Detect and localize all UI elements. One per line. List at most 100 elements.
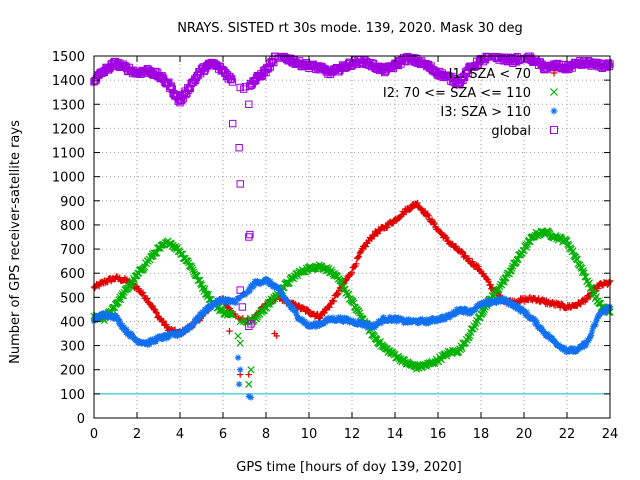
y-tick-label: 600 — [60, 267, 85, 282]
data-point — [160, 317, 167, 325]
y-tick-label: 1100 — [52, 147, 85, 162]
x-tick-label: 14 — [387, 427, 404, 442]
data-point — [236, 286, 244, 294]
data-point — [592, 321, 599, 329]
y-tick-label: 100 — [60, 388, 85, 403]
data-point — [212, 300, 220, 308]
data-point — [533, 319, 541, 327]
data-point — [443, 234, 450, 242]
data-point — [348, 269, 356, 276]
data-point — [425, 212, 432, 219]
legend-label: global — [491, 124, 531, 139]
data-point — [475, 263, 482, 270]
data-point — [143, 339, 150, 346]
data-point — [364, 320, 371, 327]
data-point — [376, 227, 383, 234]
data-point — [586, 335, 593, 343]
data-point — [309, 323, 316, 330]
data-point — [326, 304, 333, 311]
data-point — [566, 348, 573, 355]
data-point — [95, 283, 103, 290]
data-point — [249, 283, 257, 291]
x-tick-label: 22 — [559, 427, 576, 442]
data-point — [593, 317, 600, 325]
data-point — [407, 205, 414, 213]
data-point — [605, 62, 613, 71]
data-point — [327, 300, 334, 308]
data-point — [108, 312, 115, 319]
x-tick-label: 12 — [344, 427, 361, 442]
data-point — [139, 289, 147, 296]
data-point — [568, 345, 576, 352]
data-point — [579, 267, 587, 275]
data-point — [523, 308, 530, 316]
data-point — [482, 301, 490, 308]
data-point — [101, 309, 109, 317]
legend-label: I1: SZA < 70 — [449, 67, 531, 82]
chart-title: NRAYS. SISTED rt 30s mode. 139, 2020. Ma… — [177, 21, 523, 36]
data-point — [517, 308, 524, 315]
data-point — [602, 308, 609, 315]
data-point — [329, 314, 337, 321]
data-point — [295, 302, 302, 309]
data-point — [144, 295, 151, 302]
data-point — [264, 65, 272, 73]
data-point — [452, 243, 460, 250]
data-layer — [90, 52, 614, 401]
data-point — [587, 332, 595, 339]
data-point — [250, 281, 258, 289]
data-point — [595, 313, 603, 320]
data-point — [116, 317, 123, 325]
data-point — [188, 264, 196, 272]
data-point — [402, 208, 410, 216]
legend-label: I2: 70 <= SZA <= 110 — [383, 86, 531, 101]
data-point — [357, 248, 364, 256]
data-point — [415, 319, 423, 327]
data-point — [324, 317, 332, 325]
data-point — [275, 285, 283, 292]
data-point — [247, 366, 255, 374]
data-point — [258, 72, 266, 81]
data-point — [227, 75, 235, 84]
y-tick-label: 1300 — [52, 98, 85, 113]
y-tick-label: 500 — [60, 291, 85, 306]
data-point — [202, 308, 209, 315]
data-point — [479, 307, 488, 315]
x-tick-label: 8 — [262, 427, 270, 442]
data-point — [267, 278, 274, 285]
y-tick-label: 1200 — [52, 122, 85, 137]
data-point — [235, 144, 243, 152]
y-tick-label: 300 — [60, 340, 85, 355]
data-point — [226, 327, 233, 335]
data-point — [194, 317, 201, 324]
data-point — [286, 300, 293, 308]
data-point — [400, 356, 409, 364]
data-point — [550, 88, 558, 96]
series-global — [90, 52, 614, 330]
data-point — [144, 338, 152, 345]
data-point — [261, 278, 268, 286]
data-point — [96, 314, 104, 321]
y-tick-label: 800 — [60, 219, 85, 234]
data-point — [245, 393, 252, 400]
data-point — [184, 326, 191, 334]
data-point — [123, 326, 130, 333]
data-point — [550, 126, 558, 134]
data-point — [458, 248, 466, 255]
data-point — [366, 321, 374, 328]
data-point — [334, 291, 341, 299]
x-tick-label: 2 — [133, 427, 141, 442]
data-point — [390, 219, 397, 227]
y-tick-label: 1400 — [52, 74, 85, 89]
data-point — [558, 300, 566, 307]
data-point — [236, 295, 243, 302]
data-point — [588, 328, 596, 336]
data-point — [246, 287, 253, 295]
data-point — [190, 320, 197, 328]
data-point — [321, 309, 328, 317]
data-point — [442, 352, 451, 360]
data-point — [378, 319, 385, 327]
data-point — [472, 305, 480, 312]
data-point — [293, 312, 301, 319]
legend-label: I3: SZA > 110 — [440, 105, 531, 120]
